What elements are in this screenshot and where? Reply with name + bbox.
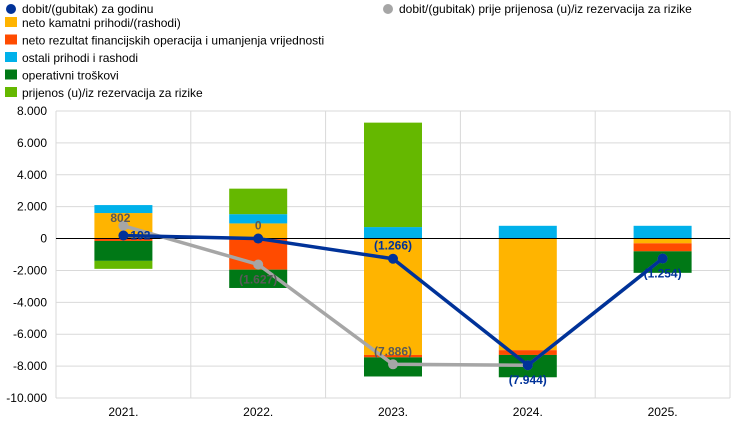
x-tick-label: 2021. [108, 405, 138, 419]
legend-label-profit-before-transfer: dobit/(gubitak) prije prijenosa (u)/iz r… [399, 2, 692, 16]
legend-label-4: prijenos (u)/iz rezervacija za rizike [22, 86, 203, 100]
x-axis: 2021. 2022. 2023. 2024. 2025. [108, 405, 677, 419]
legend: dobit/(gubitak) za godinu dobit/(gubitak)… [5, 2, 692, 100]
legend-swatch-0 [5, 17, 17, 27]
y-tick-label: 0 [40, 232, 47, 246]
bar-segment-1 [498, 350, 557, 355]
lines [118, 220, 668, 371]
y-axis: 8.000 6.000 4.000 2.000 0 -2.000 -4.000 -6.000 -… [6, 104, 47, 405]
bar-segment-2 [94, 205, 153, 214]
data-label: (7.886) [374, 344, 412, 358]
line-point-0 [522, 360, 533, 371]
line-point-1 [253, 259, 264, 270]
x-tick-label: 2025. [648, 405, 678, 419]
line-point-0 [253, 233, 264, 244]
bar-segment-1 [364, 354, 422, 358]
line-point-0 [388, 253, 398, 264]
bar-segment-2 [364, 227, 422, 239]
legend-marker-profit-before-transfer [383, 4, 393, 14]
legend-label-1: neto rezultat financijskih operacija i u… [22, 34, 324, 48]
y-tick-label: 2.000 [17, 200, 47, 214]
legend-label-0: neto kamatni prihodi/(rashodi) [22, 16, 181, 30]
bar-segment-3 [94, 240, 153, 261]
legend-swatch-4 [5, 87, 17, 97]
y-tick-label: 8.000 [17, 104, 47, 118]
y-tick-label: -6.000 [13, 327, 47, 341]
legend-swatch-3 [5, 69, 17, 80]
bar-segment-4 [229, 188, 288, 215]
legend-label-3: operativni troškovi [22, 69, 119, 83]
legend-label-2: ostali prihodi i rashodi [22, 51, 138, 65]
data-label: 0 [255, 219, 262, 233]
x-tick-label: 2022. [243, 405, 273, 419]
data-label: 192 [130, 228, 150, 242]
data-label: (1.627) [239, 272, 277, 286]
y-tick-label: -10.000 [6, 391, 47, 405]
legend-swatch-2 [5, 52, 17, 62]
legend-marker-profit [6, 4, 16, 14]
y-tick-label: -2.000 [13, 263, 47, 277]
bar-segment-4 [364, 122, 422, 228]
y-tick-label: 6.000 [17, 136, 47, 150]
line-point-1 [118, 220, 129, 231]
line-point-0 [118, 230, 129, 241]
bar-segment-0 [229, 223, 288, 239]
y-tick-label: -4.000 [13, 295, 47, 309]
data-label: (7.944) [509, 373, 547, 387]
x-tick-label: 2024. [513, 405, 543, 419]
bar-segment-2 [498, 225, 557, 239]
bar-segment-2 [633, 225, 692, 239]
bar-segment-0 [498, 238, 557, 351]
data-label: 802 [110, 211, 130, 225]
bar-segment-0 [633, 238, 692, 244]
legend-swatch-1 [5, 34, 17, 45]
line-point-0 [657, 253, 668, 264]
x-tick-label: 2023. [378, 405, 408, 419]
bar-segment-2 [229, 214, 288, 224]
line-point-1 [388, 359, 398, 370]
legend-label-profit: dobit/(gubitak) za godinu [22, 2, 153, 16]
data-label: (1.266) [374, 239, 412, 253]
bar-segment-1 [633, 243, 692, 252]
y-tick-label: 4.000 [17, 168, 47, 182]
y-tick-label: -8.000 [13, 359, 47, 373]
bar-segment-4 [94, 260, 153, 269]
data-label: (1.254) [644, 267, 682, 281]
